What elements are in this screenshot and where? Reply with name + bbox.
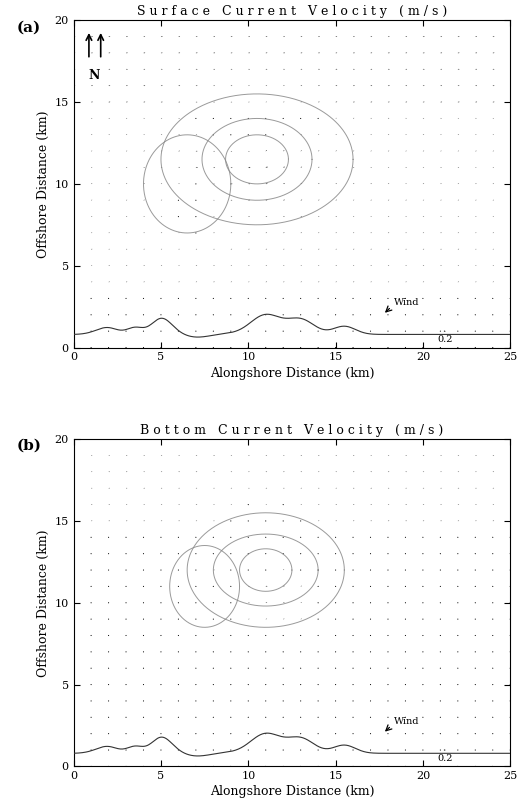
Text: Wind: Wind: [394, 298, 420, 307]
Text: Wind: Wind: [394, 717, 420, 726]
Text: N: N: [89, 70, 100, 83]
Title: B o t t o m   C u r r e n t   V e l o c i t y   ( m / s ): B o t t o m C u r r e n t V e l o c i t …: [140, 423, 443, 436]
X-axis label: Alongshore Distance (km): Alongshore Distance (km): [210, 367, 374, 380]
Text: 0.2: 0.2: [438, 753, 453, 762]
Text: 0.2: 0.2: [438, 335, 453, 344]
Title: S u r f a c e   C u r r e n t   V e l o c i t y   ( m / s ): S u r f a c e C u r r e n t V e l o c i …: [137, 5, 447, 18]
Text: (a): (a): [17, 20, 41, 34]
X-axis label: Alongshore Distance (km): Alongshore Distance (km): [210, 785, 374, 798]
Y-axis label: Offshore Distance (km): Offshore Distance (km): [37, 529, 50, 676]
Text: (b): (b): [17, 439, 42, 453]
Y-axis label: Offshore Distance (km): Offshore Distance (km): [37, 110, 50, 258]
